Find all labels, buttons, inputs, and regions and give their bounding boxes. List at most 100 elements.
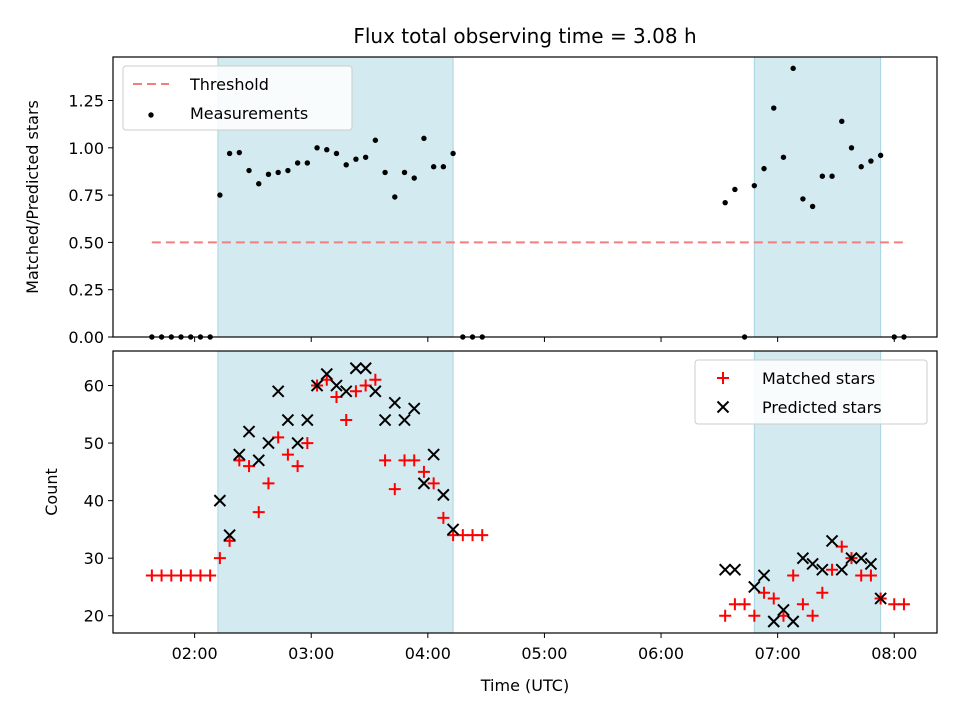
data-point xyxy=(751,182,758,189)
data-point xyxy=(732,186,738,193)
data-point xyxy=(858,164,864,170)
data-point xyxy=(855,551,868,565)
data-point xyxy=(291,436,304,450)
data-point xyxy=(388,483,401,496)
data-point xyxy=(330,379,343,392)
data-point xyxy=(256,181,262,187)
legend-label: Threshold xyxy=(189,75,269,94)
data-point xyxy=(718,563,732,576)
data-point xyxy=(272,431,285,444)
data-point xyxy=(340,385,353,398)
data-point xyxy=(417,477,431,490)
x-tick-label: 04:00 xyxy=(405,644,451,663)
y-tick-label: 40 xyxy=(84,492,104,511)
data-point xyxy=(446,523,460,536)
data-point xyxy=(787,569,800,582)
x-tick-label: 02:00 xyxy=(172,644,218,663)
legend-box xyxy=(122,65,353,131)
data-point xyxy=(392,194,398,200)
series-predicted-stars xyxy=(213,362,887,628)
data-point xyxy=(816,586,829,599)
data-point xyxy=(800,196,806,202)
data-point xyxy=(204,569,217,582)
chart-title: Flux total observing time = 3.08 h xyxy=(353,24,696,48)
data-point xyxy=(819,173,826,179)
data-point xyxy=(816,563,829,576)
data-point xyxy=(324,147,330,153)
data-point xyxy=(417,465,430,478)
data-point xyxy=(359,362,372,375)
data-point xyxy=(281,448,294,461)
data-point xyxy=(233,448,246,461)
data-point xyxy=(877,152,884,159)
data-point xyxy=(786,615,800,628)
data-point xyxy=(796,551,810,565)
data-point xyxy=(825,534,839,548)
x-tick-label: 05:00 xyxy=(521,644,567,663)
data-point xyxy=(314,145,320,151)
legend-label: Matched stars xyxy=(762,369,875,388)
legend: Matched stars Predicted stars xyxy=(694,359,928,425)
legend-swatch xyxy=(148,112,154,118)
y-axis-label: Count xyxy=(42,468,61,516)
data-point xyxy=(845,551,858,565)
data-point xyxy=(758,586,771,599)
legend-label: Measurements xyxy=(190,104,308,123)
data-point xyxy=(401,169,408,176)
x-axis-label: Time (UTC) xyxy=(480,676,569,695)
data-point xyxy=(262,477,275,490)
data-point xyxy=(839,118,845,125)
data-point xyxy=(874,592,887,605)
data-point xyxy=(285,167,291,174)
top-panel: 0.00 0.25 0.50 0.75 1.00 1.25 Matched/Predicte… xyxy=(23,56,938,347)
data-point xyxy=(476,529,489,542)
data-point xyxy=(349,385,362,398)
data-point xyxy=(291,460,304,473)
data-point xyxy=(340,414,353,427)
data-point xyxy=(767,592,780,605)
data-point xyxy=(826,563,839,576)
plot-frame xyxy=(112,56,938,338)
data-point xyxy=(369,373,382,386)
legend-box xyxy=(694,359,928,425)
data-point xyxy=(738,598,751,611)
data-point xyxy=(378,413,392,427)
data-point xyxy=(301,413,314,427)
data-point xyxy=(349,362,363,375)
data-point xyxy=(388,396,401,410)
data-point xyxy=(333,150,340,157)
y-tick-label: 0.50 xyxy=(68,233,104,252)
data-point xyxy=(427,448,440,461)
data-point xyxy=(835,540,848,553)
data-point xyxy=(761,165,767,172)
data-point xyxy=(848,145,855,151)
data-point xyxy=(271,385,285,398)
data-point xyxy=(790,65,796,72)
data-point xyxy=(398,413,411,427)
y-axis-label: Matched/Predicted stars xyxy=(23,100,42,294)
data-point xyxy=(320,373,333,386)
data-point xyxy=(236,149,243,156)
data-point xyxy=(440,164,447,170)
y-tick-label: 0.00 xyxy=(68,328,104,347)
data-point xyxy=(304,160,311,166)
data-point xyxy=(408,454,421,467)
data-point xyxy=(408,402,421,415)
data-point xyxy=(868,158,874,164)
x-tick-label: 07:00 xyxy=(755,644,801,663)
data-point xyxy=(353,156,359,162)
data-point xyxy=(829,173,835,179)
data-point xyxy=(809,203,816,210)
data-point xyxy=(246,167,252,174)
legend-swatch xyxy=(716,400,730,414)
data-point xyxy=(767,615,780,628)
data-point xyxy=(213,494,227,507)
data-point xyxy=(369,385,382,398)
data-point xyxy=(719,609,732,622)
x-tick-label: 06:00 xyxy=(638,644,684,663)
data-point xyxy=(301,437,314,450)
series-matched-stars xyxy=(145,373,910,622)
data-point xyxy=(217,192,223,198)
data-point xyxy=(233,454,246,467)
data-point xyxy=(450,150,456,157)
